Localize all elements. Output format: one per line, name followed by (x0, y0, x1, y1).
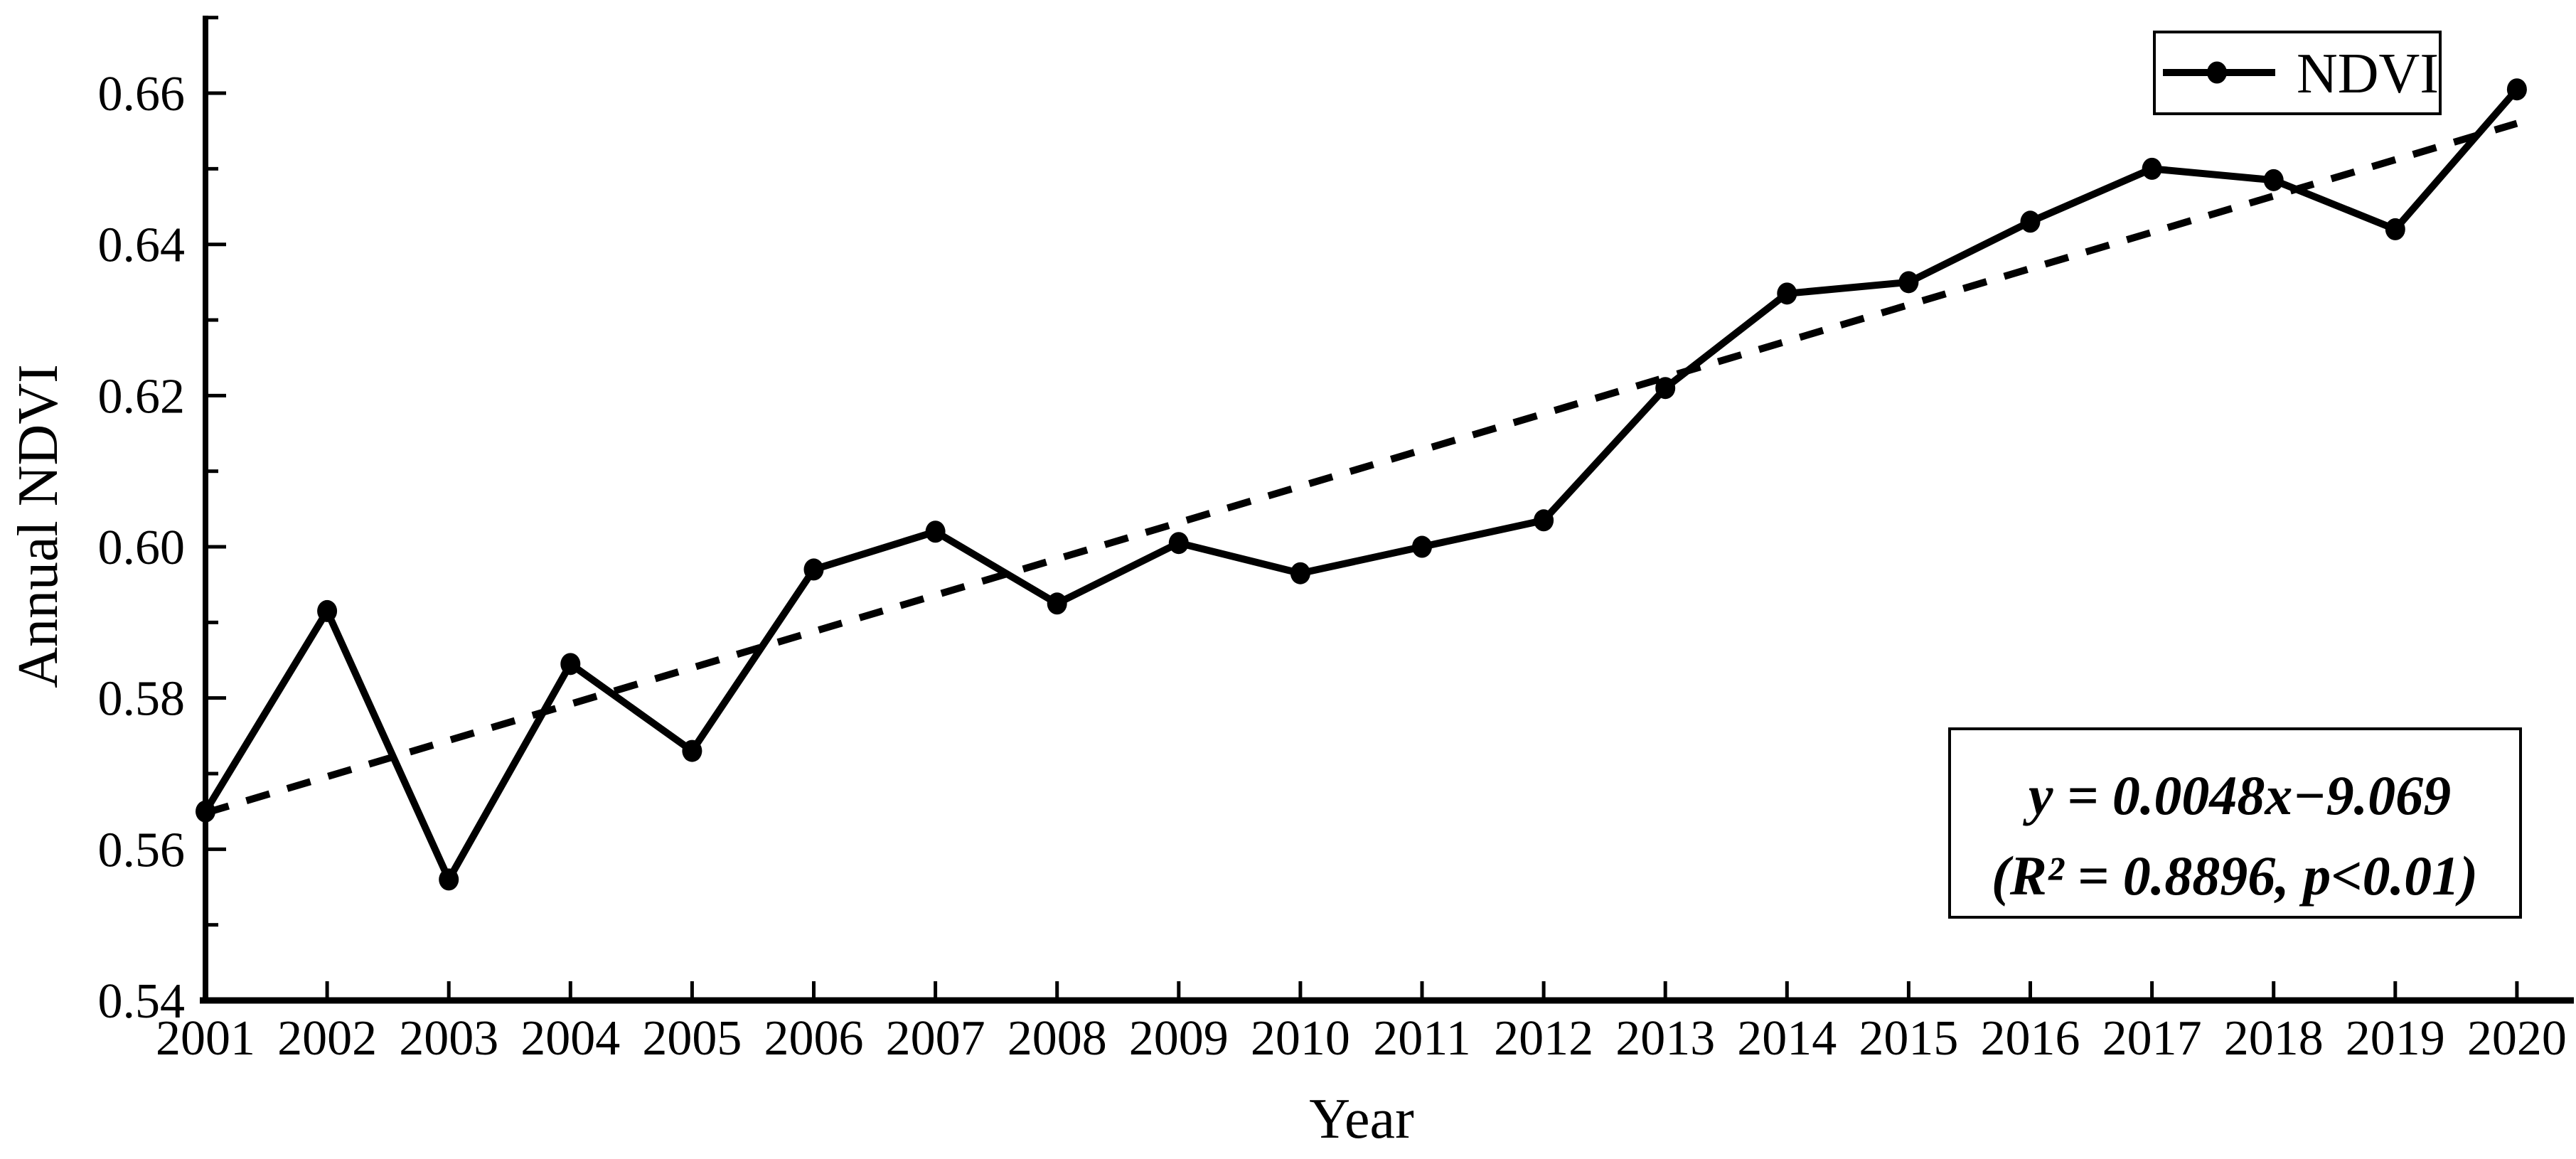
ndvi-marker (1777, 282, 1797, 305)
y-tick-label: 0.56 (98, 823, 186, 877)
ndvi-marker (682, 739, 702, 762)
x-tick-label: 2006 (764, 1011, 864, 1066)
y-tick-label: 0.54 (98, 974, 186, 1029)
y-axis-title: Annual NDVI (7, 364, 70, 688)
legend-marker-icon (2207, 61, 2227, 84)
x-tick-label: 2019 (2346, 1011, 2445, 1066)
x-tick-label: 2002 (277, 1011, 377, 1066)
ndvi-line (202, 85, 2521, 883)
ndvi-marker (2385, 218, 2405, 240)
ndvi-marker (1898, 271, 1919, 294)
ndvi-marker (2020, 210, 2041, 233)
ndvi-marker (1168, 532, 1189, 555)
legend: NDVI (2153, 31, 2442, 115)
x-tick-label: 2004 (520, 1011, 620, 1066)
x-tick-label: 2013 (1615, 1011, 1715, 1066)
x-tick-label: 2012 (1494, 1011, 1593, 1066)
ndvi-marker (1412, 535, 1432, 558)
ndvi-marker (1047, 592, 1067, 615)
y-tick-label: 0.58 (98, 672, 186, 727)
x-tick-label: 2010 (1251, 1011, 1350, 1066)
x-tick-label: 2017 (2102, 1011, 2202, 1066)
x-tick-label: 2011 (1373, 1011, 1470, 1066)
ndvi-marker (439, 868, 459, 891)
x-tick-label: 2003 (399, 1011, 498, 1066)
x-axis-title: Year (1309, 1088, 1413, 1150)
x-tick-label: 2020 (2467, 1011, 2567, 1066)
ndvi-marker (2142, 157, 2162, 180)
axes (200, 16, 2574, 1004)
x-tick-label: 2007 (886, 1011, 985, 1066)
x-tick-label: 2008 (1008, 1011, 1107, 1066)
ndvi-marker (803, 558, 824, 581)
y-tick-label: 0.60 (98, 520, 186, 575)
x-tick-label: 2014 (1737, 1011, 1837, 1066)
ndvi-marker (317, 599, 338, 622)
x-tick-label: 2016 (1981, 1011, 2080, 1066)
x-tick-label: 2015 (1859, 1011, 1958, 1066)
x-tick-label: 2005 (642, 1011, 742, 1066)
x-tick-label: 2001 (156, 1011, 255, 1066)
legend-label: NDVI (2297, 43, 2439, 105)
equation-box-border (1948, 727, 2522, 919)
x-tick-label: 2009 (1129, 1011, 1229, 1066)
x-tick-label: 2018 (2224, 1011, 2324, 1066)
ndvi-marker (560, 653, 581, 675)
y-tick-label: 0.62 (98, 369, 186, 424)
ndvi-marker (2506, 78, 2527, 101)
trend-line (204, 119, 2518, 817)
equation-line2: (R² = 0.8896, p<0.01) (1992, 845, 2478, 907)
y-tick-label: 0.64 (98, 218, 186, 273)
equation-line1: y = 0.0048x−9.069 (2023, 764, 2451, 826)
y-tick-label: 0.66 (98, 67, 186, 122)
ndvi-marker (2263, 169, 2284, 191)
data-series (196, 78, 2527, 891)
ndvi-marker (925, 520, 946, 543)
ndvi-marker (1534, 509, 1554, 532)
ndvi-marker (1655, 377, 1676, 400)
tick-labels: 0.54 0.56 0.58 0.60 0.62 0.64 0.66 2001 2002 2003… (98, 67, 2567, 1066)
ndvi-marker (1290, 562, 1310, 584)
equation-box: y = 0.0048x−9.069 (R² = 0.8896, p<0.01) (1948, 727, 2522, 919)
ndvi-marker (196, 800, 215, 823)
